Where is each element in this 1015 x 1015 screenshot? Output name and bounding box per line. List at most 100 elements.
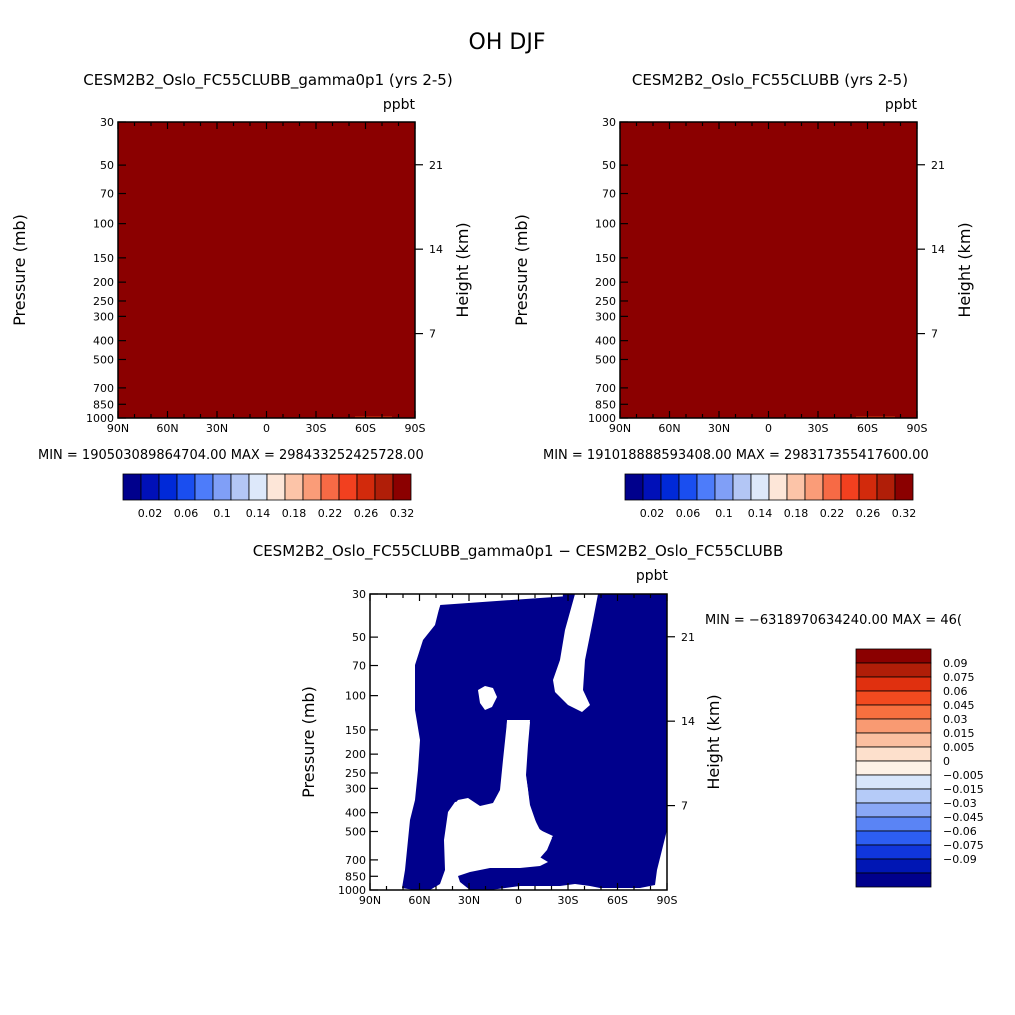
y-tick-label: 850 — [595, 398, 616, 411]
right-axis-label: Height (km) — [704, 694, 723, 789]
y-tick-label: 850 — [345, 870, 366, 883]
colorbar-swatch — [876, 473, 896, 501]
colorbar-swatch — [855, 858, 932, 874]
colorbar-swatch — [266, 473, 286, 501]
x-tick-label: 60N — [408, 894, 430, 907]
x-tick-label: 60S — [607, 894, 628, 907]
y-tick-label: 1000 — [588, 412, 616, 425]
x-tick-label: 0 — [515, 894, 522, 907]
units-label: ppbt — [383, 97, 416, 113]
colorbar-label: 0.045 — [943, 699, 975, 712]
colorbar-label: −0.015 — [943, 783, 984, 796]
x-tick-label: 30S — [808, 422, 829, 435]
y-tick-label: 400 — [595, 335, 616, 348]
colorbar-swatch — [855, 662, 932, 678]
y-tick-label: 500 — [345, 825, 366, 838]
y-axis-label: Pressure (mb) — [10, 214, 29, 326]
panel-title: CESM2B2_Oslo_FC55CLUBB_gamma0p1 − CESM2B… — [253, 542, 784, 561]
colorbar-swatch — [804, 473, 824, 501]
x-tick-label: 30N — [708, 422, 730, 435]
panel-title: CESM2B2_Oslo_FC55CLUBB_gamma0p1 (yrs 2-5… — [83, 71, 452, 90]
units-label: ppbt — [885, 97, 918, 113]
x-tick-label: 90N — [107, 422, 129, 435]
colorbar-label: 0.015 — [943, 727, 975, 740]
colorbar-swatch — [786, 473, 806, 501]
x-tick-label: 30S — [558, 894, 579, 907]
colorbar-swatch — [212, 473, 232, 501]
x-tick-label: 0 — [765, 422, 772, 435]
colorbar-swatch — [855, 648, 932, 664]
colorbar-swatch — [660, 473, 680, 501]
colorbar-label: 0.1 — [715, 507, 733, 520]
colorbar-label: 0 — [943, 755, 950, 768]
right-tick-label: 14 — [681, 715, 695, 728]
y-axis-label: Pressure (mb) — [512, 214, 531, 326]
colorbar-label: −0.06 — [943, 825, 977, 838]
colorbar-swatch — [855, 802, 932, 818]
y-tick-label: 250 — [93, 295, 114, 308]
colorbar-swatch — [320, 473, 340, 501]
x-tick-label: 0 — [263, 422, 270, 435]
y-tick-label: 200 — [345, 748, 366, 761]
y-tick-label: 500 — [595, 353, 616, 366]
y-tick-label: 30 — [602, 116, 616, 129]
y-tick-label: 70 — [352, 660, 366, 673]
y-tick-label: 50 — [602, 159, 616, 172]
y-tick-label: 70 — [100, 188, 114, 201]
colorbar-swatch — [140, 473, 160, 501]
y-tick-label: 200 — [93, 276, 114, 289]
colorbar-swatch — [855, 844, 932, 860]
min-max-stats: MIN = 191018888593408.00 MAX = 298317355… — [543, 448, 929, 463]
colorbar-swatch — [855, 816, 932, 832]
colorbar-swatch — [122, 473, 142, 501]
colorbar-label: 0.02 — [138, 507, 163, 520]
colorbar-swatch — [176, 473, 196, 501]
colorbar-label: 0.32 — [892, 507, 917, 520]
x-tick-label: 90N — [359, 894, 381, 907]
colorbar-swatch — [338, 473, 358, 501]
y-tick-label: 700 — [345, 854, 366, 867]
y-tick-label: 250 — [595, 295, 616, 308]
y-tick-label: 200 — [595, 276, 616, 289]
colorbar-swatch — [855, 746, 932, 762]
y-tick-label: 400 — [345, 807, 366, 820]
colorbar-swatch — [356, 473, 376, 501]
colorbar-label: −0.03 — [943, 797, 977, 810]
colorbar-label: 0.02 — [640, 507, 665, 520]
y-tick-label: 150 — [345, 724, 366, 737]
colorbar-swatch — [624, 473, 644, 501]
colorbar-swatch — [642, 473, 662, 501]
x-tick-label: 60S — [857, 422, 878, 435]
colorbar-swatch — [732, 473, 752, 501]
colorbar-label: 0.14 — [246, 507, 271, 520]
x-tick-label: 60N — [658, 422, 680, 435]
units-label: ppbt — [636, 568, 669, 584]
right-tick-label: 21 — [681, 631, 695, 644]
x-tick-label: 60S — [355, 422, 376, 435]
panel-difference: CESM2B2_Oslo_FC55CLUBB_gamma0p1 − CESM2B… — [253, 542, 984, 907]
colorbar-swatch — [768, 473, 788, 501]
colorbar-swatch — [894, 473, 914, 501]
x-tick-label: 90S — [657, 894, 678, 907]
min-max-stats: MIN = −6318970634240.00 MAX = 46( — [705, 613, 962, 628]
white-region-center — [446, 722, 552, 874]
x-tick-label: 30S — [306, 422, 327, 435]
colorbar-swatch — [302, 473, 322, 501]
panel-top-right: CESM2B2_Oslo_FC55CLUBB (yrs 2-5) ppbt 30… — [512, 71, 974, 520]
colorbar-label: 0.03 — [943, 713, 968, 726]
x-tick-label: 90S — [405, 422, 426, 435]
colorbar-swatch — [840, 473, 860, 501]
colorbar-swatch — [855, 718, 932, 734]
right-tick-label: 21 — [931, 159, 945, 172]
right-tick-label: 14 — [931, 243, 945, 256]
colorbar-label: 0.075 — [943, 671, 975, 684]
colorbar-swatch — [230, 473, 250, 501]
y-tick-label: 30 — [100, 116, 114, 129]
colorbar-label: 0.22 — [820, 507, 845, 520]
y-tick-label: 100 — [595, 218, 616, 231]
right-tick-label: 14 — [429, 243, 443, 256]
colorbar-label: 0.005 — [943, 741, 975, 754]
y-tick-label: 1000 — [338, 884, 366, 897]
y-tick-label: 400 — [93, 335, 114, 348]
